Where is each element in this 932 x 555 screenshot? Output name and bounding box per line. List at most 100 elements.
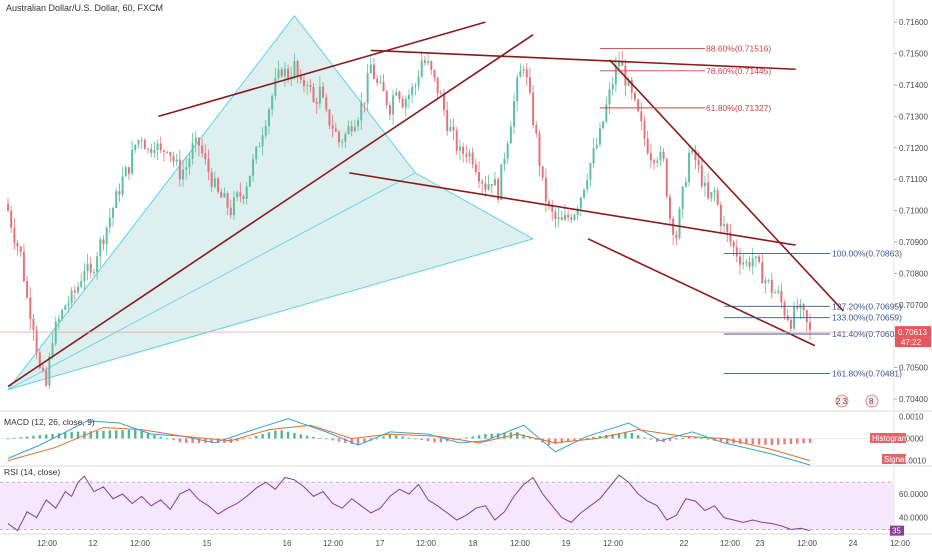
- candle-body: [506, 143, 509, 159]
- candle-body: [182, 169, 185, 180]
- candle-body: [805, 310, 808, 323]
- time-tick-label: 16: [283, 539, 292, 548]
- macd-histogram-bar: [471, 436, 474, 439]
- candle-body: [761, 262, 764, 284]
- candle-body: [382, 81, 385, 92]
- candle-body: [13, 227, 16, 243]
- trend-line: [608, 59, 845, 312]
- candle-body: [229, 207, 232, 216]
- trend-line: [370, 49, 796, 71]
- macd-histogram-bar: [764, 438, 767, 445]
- candle-body: [662, 151, 665, 159]
- time-tick-label: 24: [849, 539, 858, 548]
- time-tick-label: 22: [680, 539, 689, 548]
- macd-histogram-bar: [197, 438, 201, 443]
- macd-histogram-bar: [624, 432, 627, 439]
- macd-histogram-bar: [248, 437, 252, 439]
- macd-histogram-bar: [566, 438, 570, 442]
- candle-body: [665, 158, 668, 197]
- candle-body: [484, 183, 487, 190]
- candle-body: [738, 256, 741, 265]
- candle-body: [16, 242, 19, 247]
- time-tick-label: 12:00: [416, 539, 437, 548]
- candle-body: [166, 151, 169, 153]
- candle-body: [252, 159, 255, 176]
- price-tick-label: 0.71000: [899, 207, 928, 216]
- macd-histogram-bar: [802, 438, 805, 444]
- candle-body: [207, 159, 210, 173]
- candle-body: [503, 158, 506, 165]
- macd-histogram-bar: [318, 438, 322, 439]
- macd-histogram-bar: [185, 438, 188, 443]
- macd-histogram-bar: [401, 436, 404, 439]
- candle-body: [175, 159, 178, 162]
- macd-tick-label: -0.0010: [899, 457, 927, 466]
- fib-level-label: 127.20%(0.70695): [832, 301, 902, 311]
- candle-body: [121, 176, 124, 195]
- last-price-label: 0.70613: [898, 328, 927, 337]
- macd-histogram-bar: [426, 438, 430, 442]
- candle-body: [220, 191, 223, 198]
- histogram-label: Histogram: [872, 434, 909, 443]
- macd-histogram-bar: [490, 433, 493, 439]
- candle-body: [153, 149, 156, 153]
- time-tick-label: 23: [756, 539, 765, 548]
- chart-title: Australian Dollar/U.S. Dollar, 60, FXCM: [6, 3, 163, 13]
- macd-histogram-bar: [95, 430, 99, 439]
- time-tick-label: 12:00: [720, 539, 741, 548]
- macd-histogram-bar: [465, 437, 468, 439]
- candle-body: [621, 61, 624, 66]
- macd-histogram-bar: [726, 438, 729, 444]
- macd-histogram-bar: [159, 436, 162, 439]
- macd-histogram-bar: [776, 438, 780, 445]
- candle-body: [497, 179, 500, 201]
- time-tick-label: 12:00: [130, 539, 151, 548]
- macd-histogram-bar: [25, 436, 29, 439]
- candle-body: [567, 215, 570, 218]
- candle-body: [357, 120, 360, 127]
- candle-body: [780, 290, 783, 303]
- macd-histogram-bar: [719, 438, 723, 443]
- macd-histogram-bar: [681, 438, 684, 440]
- candle-body: [605, 104, 608, 122]
- candle-body: [77, 286, 80, 293]
- candle-body: [134, 144, 137, 150]
- macd-histogram-bar: [32, 435, 35, 439]
- candle-body: [26, 281, 29, 298]
- macd-histogram-bar: [414, 438, 417, 440]
- candle-body: [22, 251, 25, 282]
- fib-level-label: 61.80%(0.71327): [706, 103, 771, 113]
- price-tick-label: 0.71400: [899, 81, 928, 90]
- candle-body: [96, 256, 99, 273]
- macd-histogram-bar: [516, 431, 519, 439]
- candle-body: [395, 92, 398, 96]
- price-tick-label: 0.71200: [899, 144, 928, 153]
- candle-body: [248, 175, 251, 187]
- time-tick-label: 12:00: [323, 539, 344, 548]
- time-tick-label: 17: [376, 539, 385, 548]
- candle-body: [143, 139, 146, 150]
- candle-body: [194, 137, 197, 143]
- candle-body: [309, 85, 312, 88]
- candle-body: [777, 290, 780, 293]
- candle-body: [576, 208, 579, 216]
- macd-histogram-bar: [127, 429, 131, 439]
- macd-tick-label: 0.0000: [899, 435, 924, 444]
- candle-body: [108, 217, 111, 228]
- candle-body: [681, 186, 684, 209]
- candle-body: [118, 191, 121, 195]
- countdown-badge: [895, 337, 931, 348]
- candle-body: [38, 352, 41, 368]
- candle-body: [83, 271, 86, 282]
- macd-histogram-bar: [560, 438, 563, 443]
- candle-body: [487, 184, 490, 190]
- candle-body: [570, 217, 573, 220]
- candle-body: [732, 241, 735, 248]
- candle-body: [586, 179, 589, 190]
- candle-body: [468, 152, 471, 157]
- macd-histogram-bar: [121, 430, 124, 439]
- candle-body: [217, 178, 220, 192]
- candle-body: [236, 192, 239, 198]
